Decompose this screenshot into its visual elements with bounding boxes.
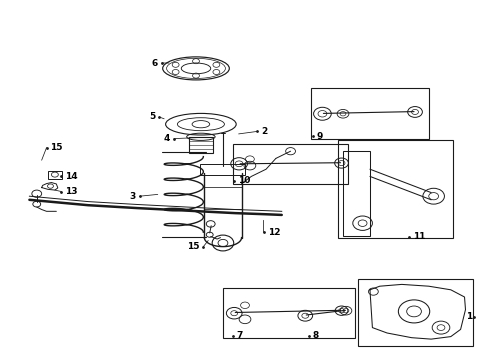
Text: 15: 15 <box>187 242 199 251</box>
Bar <box>189 137 213 153</box>
Bar <box>223 288 355 338</box>
Text: 7: 7 <box>237 331 243 340</box>
Bar <box>200 164 245 175</box>
Bar <box>338 140 453 238</box>
Text: 14: 14 <box>65 172 78 181</box>
Text: 4: 4 <box>164 134 170 143</box>
Text: 5: 5 <box>149 112 155 121</box>
Text: 15: 15 <box>50 143 63 152</box>
Bar <box>311 88 429 139</box>
Bar <box>233 144 348 184</box>
Text: 1: 1 <box>466 312 472 321</box>
Text: 8: 8 <box>313 331 319 340</box>
Text: 10: 10 <box>238 176 250 185</box>
Text: 6: 6 <box>151 58 158 68</box>
Text: 13: 13 <box>65 187 78 196</box>
Bar <box>358 279 473 346</box>
Text: 11: 11 <box>413 233 426 241</box>
Text: 3: 3 <box>129 192 136 201</box>
Text: 2: 2 <box>261 127 268 136</box>
Text: 12: 12 <box>268 228 280 237</box>
Text: 9: 9 <box>317 132 323 140</box>
Bar <box>343 151 370 236</box>
Bar <box>48 171 62 179</box>
